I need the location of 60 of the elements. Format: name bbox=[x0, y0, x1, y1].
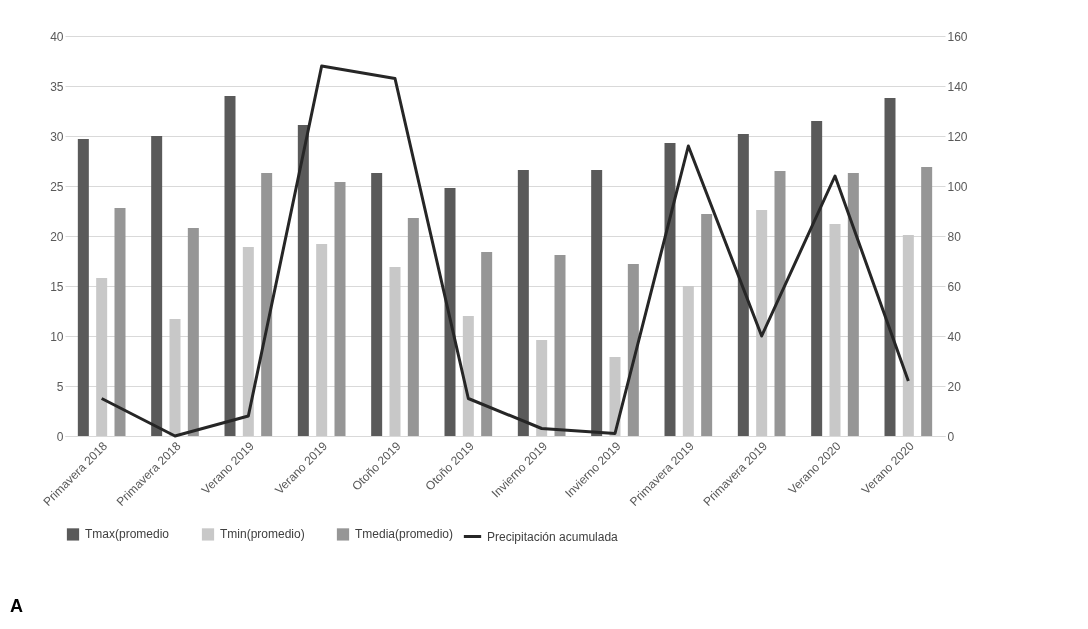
line-series bbox=[100, 64, 910, 438]
legend-label: Precipitación acumulada bbox=[487, 529, 619, 544]
bar bbox=[334, 182, 346, 436]
y-tick-label: 30 bbox=[50, 129, 64, 144]
bar bbox=[554, 255, 566, 436]
bar bbox=[664, 143, 676, 436]
bar bbox=[902, 235, 914, 436]
y-tick-label: 5 bbox=[56, 379, 64, 394]
bar bbox=[462, 316, 474, 436]
bar bbox=[756, 210, 768, 436]
bar bbox=[114, 208, 126, 436]
bar bbox=[536, 340, 548, 436]
bar bbox=[481, 252, 493, 436]
bar bbox=[389, 267, 401, 436]
bar bbox=[811, 121, 823, 436]
legend-label: Tmin(promedio) bbox=[220, 527, 305, 542]
bar bbox=[151, 136, 163, 436]
bar bbox=[517, 170, 529, 436]
bar bbox=[187, 228, 199, 436]
bar bbox=[242, 247, 254, 436]
bar bbox=[682, 286, 694, 436]
bar bbox=[847, 173, 859, 436]
bar bbox=[829, 224, 841, 436]
bar bbox=[627, 264, 639, 436]
bar bbox=[444, 188, 456, 436]
y-tick-label: 15 bbox=[50, 279, 64, 294]
y-tick-label: 20 bbox=[50, 229, 64, 244]
bar bbox=[774, 171, 786, 436]
bar bbox=[701, 214, 713, 436]
legend-label: Tmedia(promedio) bbox=[355, 527, 454, 542]
y-tick-label: 40 bbox=[50, 29, 64, 44]
y2-tick-label: 40 bbox=[947, 329, 962, 344]
text: A bbox=[10, 596, 23, 617]
y2-tick-label: 60 bbox=[947, 279, 962, 294]
bar bbox=[591, 170, 603, 436]
y-tick-label: 25 bbox=[50, 179, 64, 194]
y-tick-label: 35 bbox=[50, 79, 64, 94]
bar bbox=[884, 98, 896, 436]
y-tick-label: 10 bbox=[50, 329, 64, 344]
bar bbox=[407, 218, 419, 436]
y2-tick-label: 160 bbox=[947, 29, 968, 44]
y2-tick-label: 140 bbox=[947, 79, 968, 94]
y2-tick-label: 80 bbox=[947, 229, 962, 244]
y2-tick-label: 120 bbox=[947, 129, 968, 144]
bar bbox=[77, 139, 89, 436]
y2-tick-label: 0 bbox=[947, 429, 955, 444]
bar bbox=[921, 167, 933, 436]
bar bbox=[261, 173, 273, 436]
y2-tick-label: 20 bbox=[947, 379, 962, 394]
bar bbox=[371, 173, 383, 436]
legend-label: Tmax(promedio bbox=[85, 527, 170, 542]
bar bbox=[316, 244, 328, 436]
bar bbox=[96, 278, 108, 436]
y-tick-label: 0 bbox=[56, 429, 64, 444]
bar bbox=[737, 134, 749, 436]
bar bbox=[297, 125, 309, 436]
y2-tick-label: 100 bbox=[947, 179, 968, 194]
bar bbox=[169, 319, 181, 436]
bar bbox=[609, 357, 621, 436]
bar bbox=[224, 96, 236, 436]
